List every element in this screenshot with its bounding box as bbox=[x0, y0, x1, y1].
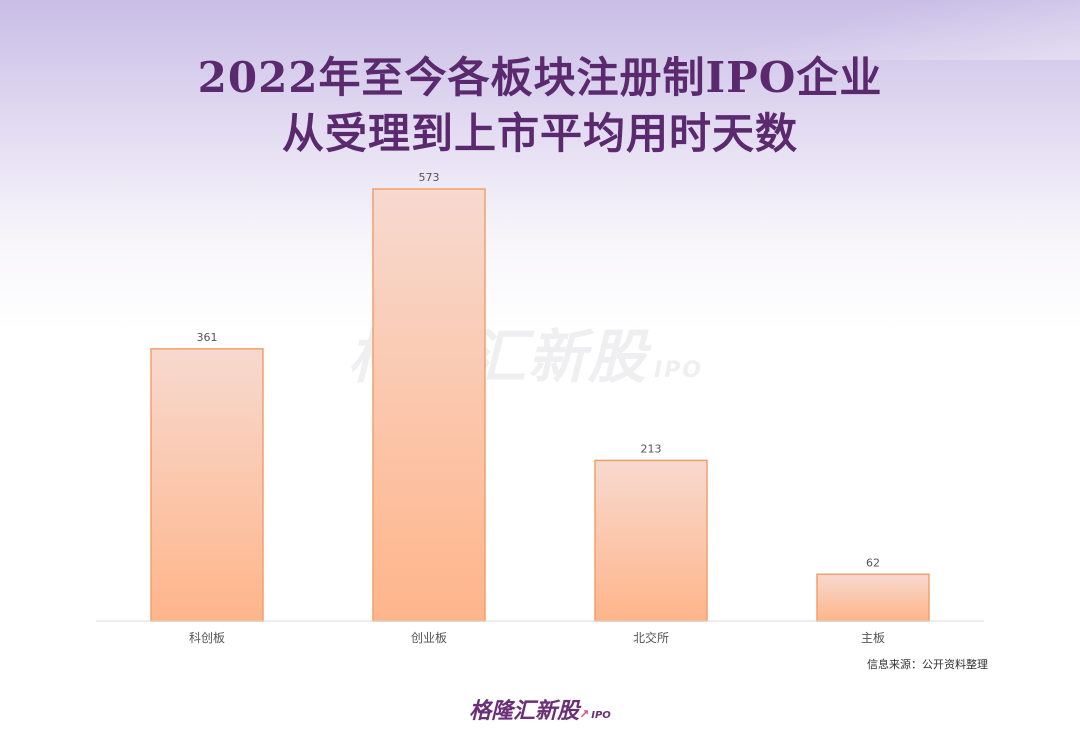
x-tick-label-3: 北交所 bbox=[633, 630, 669, 645]
bar-2 bbox=[372, 188, 486, 622]
x-tick-label-2: 创业板 bbox=[411, 631, 447, 645]
chart-title-line2: 从受理到上市平均用时天数 bbox=[281, 109, 798, 158]
source-note: 信息来源：公开资料整理 bbox=[867, 658, 988, 671]
bars-group: 361 科创板 573 创业板 213 北交所 62 主板 bbox=[150, 171, 930, 645]
data-label-2: 573 bbox=[419, 171, 440, 184]
footer-logo: 格隆汇新股↗ IPO bbox=[0, 693, 1080, 725]
watermark-sub: IPO bbox=[654, 358, 704, 383]
data-label-3: 213 bbox=[641, 442, 662, 455]
chart-title-line1: 2022年至今各板块注册制IPO企业 bbox=[197, 53, 883, 102]
bar-4 bbox=[816, 573, 930, 622]
trend-arrow-icon: ↗ bbox=[579, 707, 590, 721]
data-label-4: 62 bbox=[866, 556, 880, 569]
data-label-1: 361 bbox=[197, 331, 218, 344]
bar-1 bbox=[150, 348, 264, 622]
logo-text: 格隆汇新股 bbox=[469, 699, 580, 724]
bar-3 bbox=[594, 459, 708, 622]
x-tick-label-1: 科创板 bbox=[189, 631, 225, 645]
x-tick-label-4: 主板 bbox=[861, 631, 885, 645]
logo-sub: IPO bbox=[591, 710, 611, 721]
